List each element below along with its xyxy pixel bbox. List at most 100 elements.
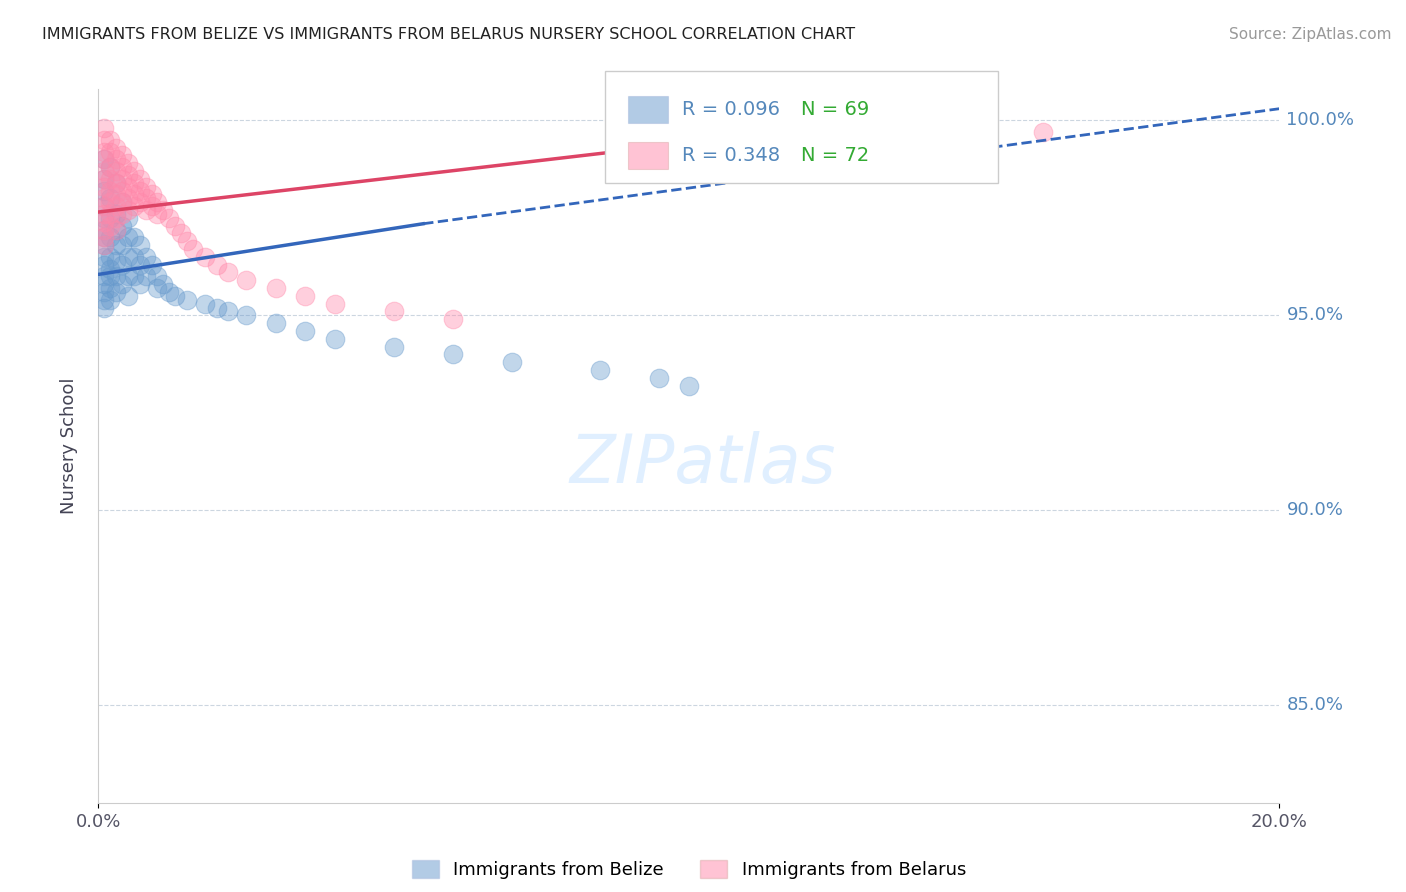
Point — [205, 258, 228, 272]
Point — [217, 265, 239, 279]
Point — [105, 187, 128, 202]
Point — [93, 238, 115, 252]
Point — [194, 296, 217, 310]
Point — [135, 250, 157, 264]
Point — [105, 253, 128, 268]
Point — [157, 211, 180, 225]
Point — [93, 121, 115, 136]
Text: 90.0%: 90.0% — [1286, 501, 1343, 519]
Point — [93, 301, 115, 315]
Point — [98, 160, 121, 174]
Point — [973, 117, 995, 131]
Point — [217, 304, 239, 318]
Text: R = 0.348: R = 0.348 — [682, 146, 780, 165]
Point — [128, 258, 150, 272]
Point — [648, 370, 671, 384]
Point — [264, 316, 287, 330]
Point — [152, 277, 174, 292]
Point — [98, 184, 121, 198]
Point — [98, 191, 121, 205]
Point — [93, 269, 115, 284]
Text: Source: ZipAtlas.com: Source: ZipAtlas.com — [1229, 27, 1392, 42]
Point — [98, 145, 121, 159]
Point — [93, 145, 115, 159]
Point — [589, 363, 612, 377]
Point — [141, 199, 163, 213]
Point — [122, 269, 145, 284]
Point — [117, 191, 139, 205]
Legend: Immigrants from Belize, Immigrants from Belarus: Immigrants from Belize, Immigrants from … — [405, 853, 973, 887]
Point — [122, 187, 145, 202]
Point — [128, 195, 150, 210]
Point — [264, 281, 287, 295]
Text: 100.0%: 100.0% — [1286, 112, 1354, 129]
Point — [93, 238, 115, 252]
Point — [135, 269, 157, 284]
Point — [441, 312, 464, 326]
Point — [105, 153, 128, 167]
Point — [93, 172, 115, 186]
Point — [235, 309, 257, 323]
Point — [441, 347, 464, 361]
Point — [323, 296, 346, 310]
Point — [93, 153, 115, 167]
Point — [111, 258, 134, 272]
Point — [111, 160, 134, 174]
Point — [111, 184, 134, 198]
Point — [93, 191, 115, 205]
Point — [105, 222, 128, 236]
Point — [111, 238, 134, 252]
Point — [93, 211, 115, 225]
Point — [111, 172, 134, 186]
Point — [194, 250, 217, 264]
Point — [501, 355, 523, 369]
Point — [105, 176, 128, 190]
Point — [105, 164, 128, 178]
Point — [128, 277, 150, 292]
Point — [117, 168, 139, 182]
Point — [205, 301, 228, 315]
Text: 85.0%: 85.0% — [1286, 697, 1344, 714]
Point — [98, 293, 121, 307]
Point — [93, 184, 115, 198]
Point — [176, 234, 198, 248]
Point — [93, 164, 115, 178]
Point — [382, 304, 405, 318]
Point — [98, 207, 121, 221]
Point — [93, 258, 115, 272]
Point — [1032, 125, 1054, 139]
Text: IMMIGRANTS FROM BELIZE VS IMMIGRANTS FROM BELARUS NURSERY SCHOOL CORRELATION CHA: IMMIGRANTS FROM BELIZE VS IMMIGRANTS FRO… — [42, 27, 855, 42]
Point — [93, 199, 115, 213]
Point — [146, 281, 169, 295]
Text: N = 69: N = 69 — [801, 100, 870, 120]
Point — [105, 207, 128, 221]
Point — [105, 199, 128, 213]
Point — [98, 261, 121, 276]
Point — [122, 176, 145, 190]
Point — [93, 215, 115, 229]
Point — [98, 269, 121, 284]
Point — [294, 324, 316, 338]
Point — [105, 176, 128, 190]
Point — [170, 227, 193, 241]
Point — [98, 133, 121, 147]
Point — [93, 199, 115, 213]
Point — [93, 179, 115, 194]
Point — [105, 222, 128, 236]
Point — [105, 141, 128, 155]
Point — [181, 242, 204, 256]
Point — [98, 250, 121, 264]
Point — [146, 207, 169, 221]
Point — [128, 238, 150, 252]
Point — [117, 289, 139, 303]
Point — [135, 203, 157, 218]
Point — [141, 258, 163, 272]
Point — [117, 203, 139, 218]
Point — [165, 219, 187, 233]
Point — [146, 195, 169, 210]
Point — [105, 211, 128, 225]
Point — [93, 207, 115, 221]
Point — [122, 164, 145, 178]
Point — [128, 172, 150, 186]
Point — [323, 332, 346, 346]
